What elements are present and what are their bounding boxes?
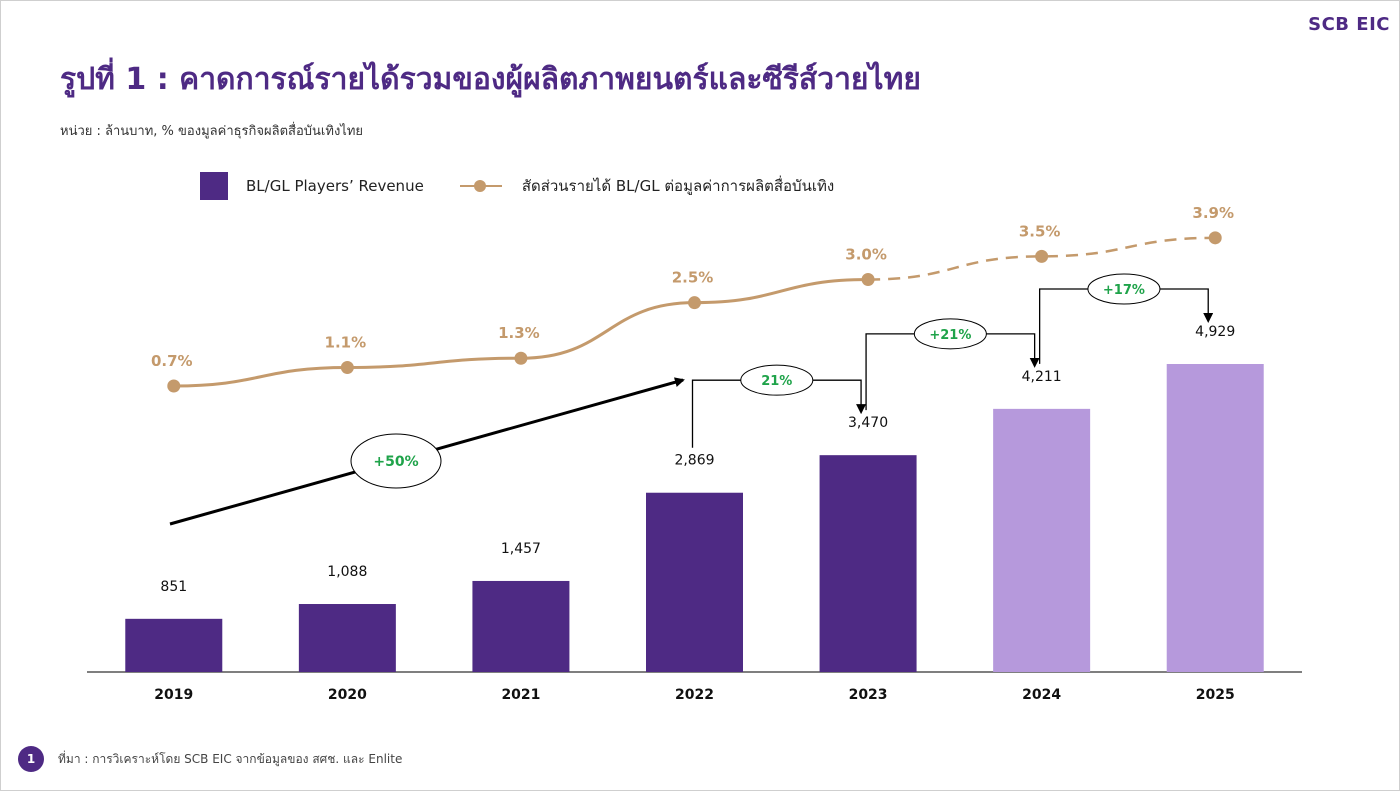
growth-label: +21% <box>929 328 971 343</box>
share-value-label: 1.1% <box>325 333 367 351</box>
share-point-2024 <box>1035 249 1049 263</box>
legend-line-swatch <box>459 172 502 200</box>
legend-bar-label: BL/GL Players’ Revenue <box>246 177 424 195</box>
page-title: รูปที่ 1 : คาดการณ์รายได้รวมของผู้ผลิตภา… <box>60 62 921 97</box>
share-value-label: 1.3% <box>498 324 540 342</box>
share-value-label: 3.5% <box>1019 222 1061 240</box>
growth-label: +50% <box>373 454 418 470</box>
bar-value-label: 3,470 <box>848 415 888 431</box>
share-line-actual <box>173 278 869 388</box>
bar-value-label: 2,869 <box>674 453 714 469</box>
bar-value-label: 4,929 <box>1195 324 1235 340</box>
legend-line-label: สัดส่วนรายได้ BL/GL ต่อมูลค่าการผลิตสื่อ… <box>521 177 835 195</box>
x-tick-label: 2020 <box>328 687 367 703</box>
page-number: 1 <box>18 746 44 772</box>
bar-2022 <box>646 492 743 672</box>
growth-label: +17% <box>1103 283 1145 298</box>
bar-2023 <box>819 455 917 672</box>
bar-value-label: 1,457 <box>501 541 541 557</box>
share-point-2019 <box>167 379 181 393</box>
growth-bubble <box>350 433 442 489</box>
x-tick-label: 2019 <box>154 687 193 703</box>
bar-value-label: 851 <box>160 579 187 595</box>
bar-2021 <box>472 580 570 672</box>
x-tick-label: 2024 <box>1022 687 1061 703</box>
share-point-2023 <box>861 273 875 287</box>
share-point-2025 <box>1208 231 1222 245</box>
growth-bubble <box>740 364 814 396</box>
brand-logo: SCB EIC <box>1308 14 1390 35</box>
share-value-label: 2.5% <box>672 269 714 287</box>
unit-note: หน่วย : ล้านบาท, % ของมูลค่าธุรกิจผลิตสื… <box>60 124 364 139</box>
share-value-label: 3.0% <box>845 246 887 264</box>
bar-2020 <box>298 604 396 672</box>
bar-2025 <box>1166 364 1264 672</box>
growth-bubble <box>913 318 987 350</box>
legend-bar-swatch <box>200 172 228 200</box>
chart-legend: BL/GL Players’ Revenue สัดส่วนรายได้ BL/… <box>200 172 834 200</box>
share-value-label: 3.9% <box>1192 204 1234 222</box>
share-line-forecast <box>868 236 1216 281</box>
source-note: ที่มา : การวิเคราะห์โดย SCB EIC จากข้อมู… <box>58 751 403 766</box>
bar-value-label: 1,088 <box>327 564 367 580</box>
x-tick-label: 2025 <box>1196 687 1235 703</box>
share-point-2021 <box>514 351 528 365</box>
x-tick-label: 2023 <box>849 687 888 703</box>
bar-value-label: 4,211 <box>1022 369 1062 385</box>
footer: 1 ที่มา : การวิเคราะห์โดย SCB EIC จากข้อ… <box>18 746 402 772</box>
bar-2019 <box>125 618 223 672</box>
growth-label: 21% <box>761 374 792 389</box>
x-tick-label: 2021 <box>501 687 540 703</box>
growth-bubble <box>1087 273 1161 305</box>
share-point-2020 <box>340 360 354 374</box>
share-value-label: 0.7% <box>151 352 193 370</box>
bar-2024 <box>993 408 1091 672</box>
share-point-2022 <box>688 296 701 310</box>
x-tick-label: 2022 <box>675 687 714 703</box>
